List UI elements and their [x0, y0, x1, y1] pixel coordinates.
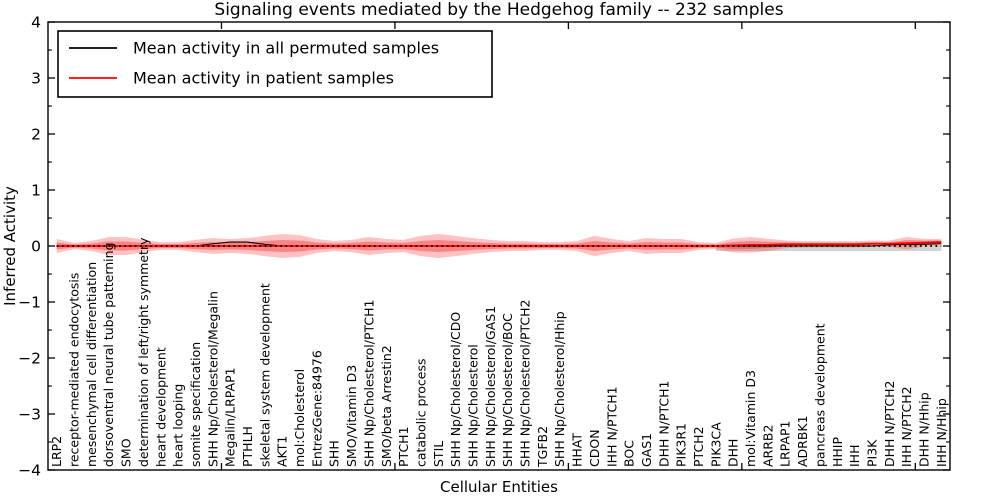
- y-tick-label: −4: [18, 462, 41, 480]
- x-tick-label: mol:Vitamin D3: [743, 370, 758, 467]
- x-tick-label: PTCH1: [396, 426, 411, 467]
- x-tick-label: PTCH2: [691, 426, 706, 467]
- x-tick-label: ADRBK1: [795, 415, 810, 467]
- y-tick-label: 4: [31, 14, 41, 32]
- x-tick-label: PI3K: [864, 439, 879, 467]
- x-tick-label: Megalin/LRPAP1: [223, 367, 238, 467]
- x-tick-label: DHH N/PTCH2: [882, 381, 897, 467]
- x-tick-label: SMO/beta Arrestin2: [379, 345, 394, 467]
- x-tick-label: AKT1: [275, 436, 290, 467]
- x-tick-label: pancreas development: [812, 323, 827, 467]
- chart-title: Signaling events mediated by the Hedgeho…: [214, 0, 783, 20]
- legend-permuted-label: Mean activity in all permuted samples: [133, 39, 439, 58]
- x-tick-label: STIL: [431, 441, 446, 467]
- x-tick-label: SHH: [327, 440, 342, 467]
- x-tick-label: mol:Cholesterol: [292, 369, 307, 467]
- y-tick-label: −3: [18, 406, 41, 424]
- y-tick-label: 1: [31, 182, 41, 200]
- y-tick-label: −1: [18, 294, 41, 312]
- x-tick-label: SHH Np/Cholesterol/Hhip: [552, 311, 567, 467]
- x-tick-label: IHH N/PTCH1: [604, 386, 619, 467]
- x-tick-label: dorsoventral neural tube patterning: [101, 243, 116, 468]
- legend: Mean activity in all permuted samples Me…: [57, 30, 493, 98]
- x-tick-label: HHIP: [830, 437, 845, 467]
- x-tick-label: SHH Np/Cholesterol/CDO: [448, 312, 463, 467]
- y-tick-label: 0: [31, 238, 41, 256]
- y-tick-label: −2: [18, 350, 41, 368]
- x-tick-label: PTHLH: [240, 426, 255, 467]
- x-tick-label: DHH: [726, 439, 741, 467]
- x-tick-label: skeletal system development: [257, 283, 272, 467]
- x-tick-label: GAS1: [639, 433, 654, 467]
- y-tick-label: 3: [31, 70, 41, 88]
- x-tick-label: SMO/Vitamin D3: [344, 365, 359, 467]
- x-tick-label: PIK3CA: [708, 422, 723, 467]
- x-tick-label: SHH Np/Cholesterol/BOC: [500, 313, 515, 467]
- x-tick-label: DHH N/PTCH1: [656, 381, 671, 467]
- x-tick-label: determination of left/right symmetry: [136, 237, 151, 467]
- x-tick-label: LRP2: [49, 436, 64, 467]
- x-tick-label: HHAT: [570, 433, 585, 467]
- x-tick-label: mesenchymal cell differentiation: [84, 262, 99, 467]
- x-tick-label: SHH Np/Cholesterol/Megalin: [205, 291, 220, 467]
- x-tick-label: CDON: [587, 429, 602, 467]
- line-layer: [56, 241, 942, 247]
- axes-layer: 4 3 2 1 0 −1 −2 −3 −4: [18, 14, 951, 480]
- x-tick-label: heart development: [153, 347, 168, 467]
- x-tick-label: DHH N/Hhip: [916, 392, 931, 467]
- y-axis-label: Inferred Activity: [1, 186, 19, 306]
- x-tick-label-layer: LRP2 receptor-mediated endocytosis mesench…: [49, 237, 949, 468]
- x-tick-label: TGFB2: [535, 426, 550, 468]
- x-tick-label: SHH Np/Cholesterol/PTCH2: [518, 300, 533, 468]
- x-tick-label: LRPAP1: [778, 421, 793, 467]
- x-tick-label: IHH: [847, 445, 862, 468]
- x-tick-label: BOC: [622, 440, 637, 467]
- x-tick-label: ARRB2: [760, 425, 775, 467]
- x-tick-label: SHH Np/Cholesterol/PTCH1: [361, 300, 376, 468]
- x-axis-label: Cellular Entities: [440, 478, 558, 496]
- x-tick-label: EntrezGene:84976: [309, 350, 324, 467]
- x-tick-label: SHH Np/Cholesterol: [465, 344, 480, 467]
- x-tick-label: catabolic process: [413, 358, 428, 467]
- x-tick-label: heart looping: [171, 384, 186, 467]
- x-tick-label: IHH N/Hhip: [934, 398, 949, 467]
- x-tick-label: somite specification: [188, 342, 203, 467]
- legend-patient-label: Mean activity in patient samples: [133, 69, 394, 88]
- y-tick-label: 2: [31, 126, 41, 144]
- x-tick-label: PIK3R1: [674, 423, 689, 467]
- legend-box: [57, 30, 493, 98]
- x-tick-label: IHH N/PTCH2: [899, 386, 914, 467]
- x-tick-label: receptor-mediated endocytosis: [67, 273, 82, 467]
- x-tick-label: SMO: [119, 438, 134, 467]
- x-tick-label: SHH Np/Cholesterol/GAS1: [483, 306, 498, 467]
